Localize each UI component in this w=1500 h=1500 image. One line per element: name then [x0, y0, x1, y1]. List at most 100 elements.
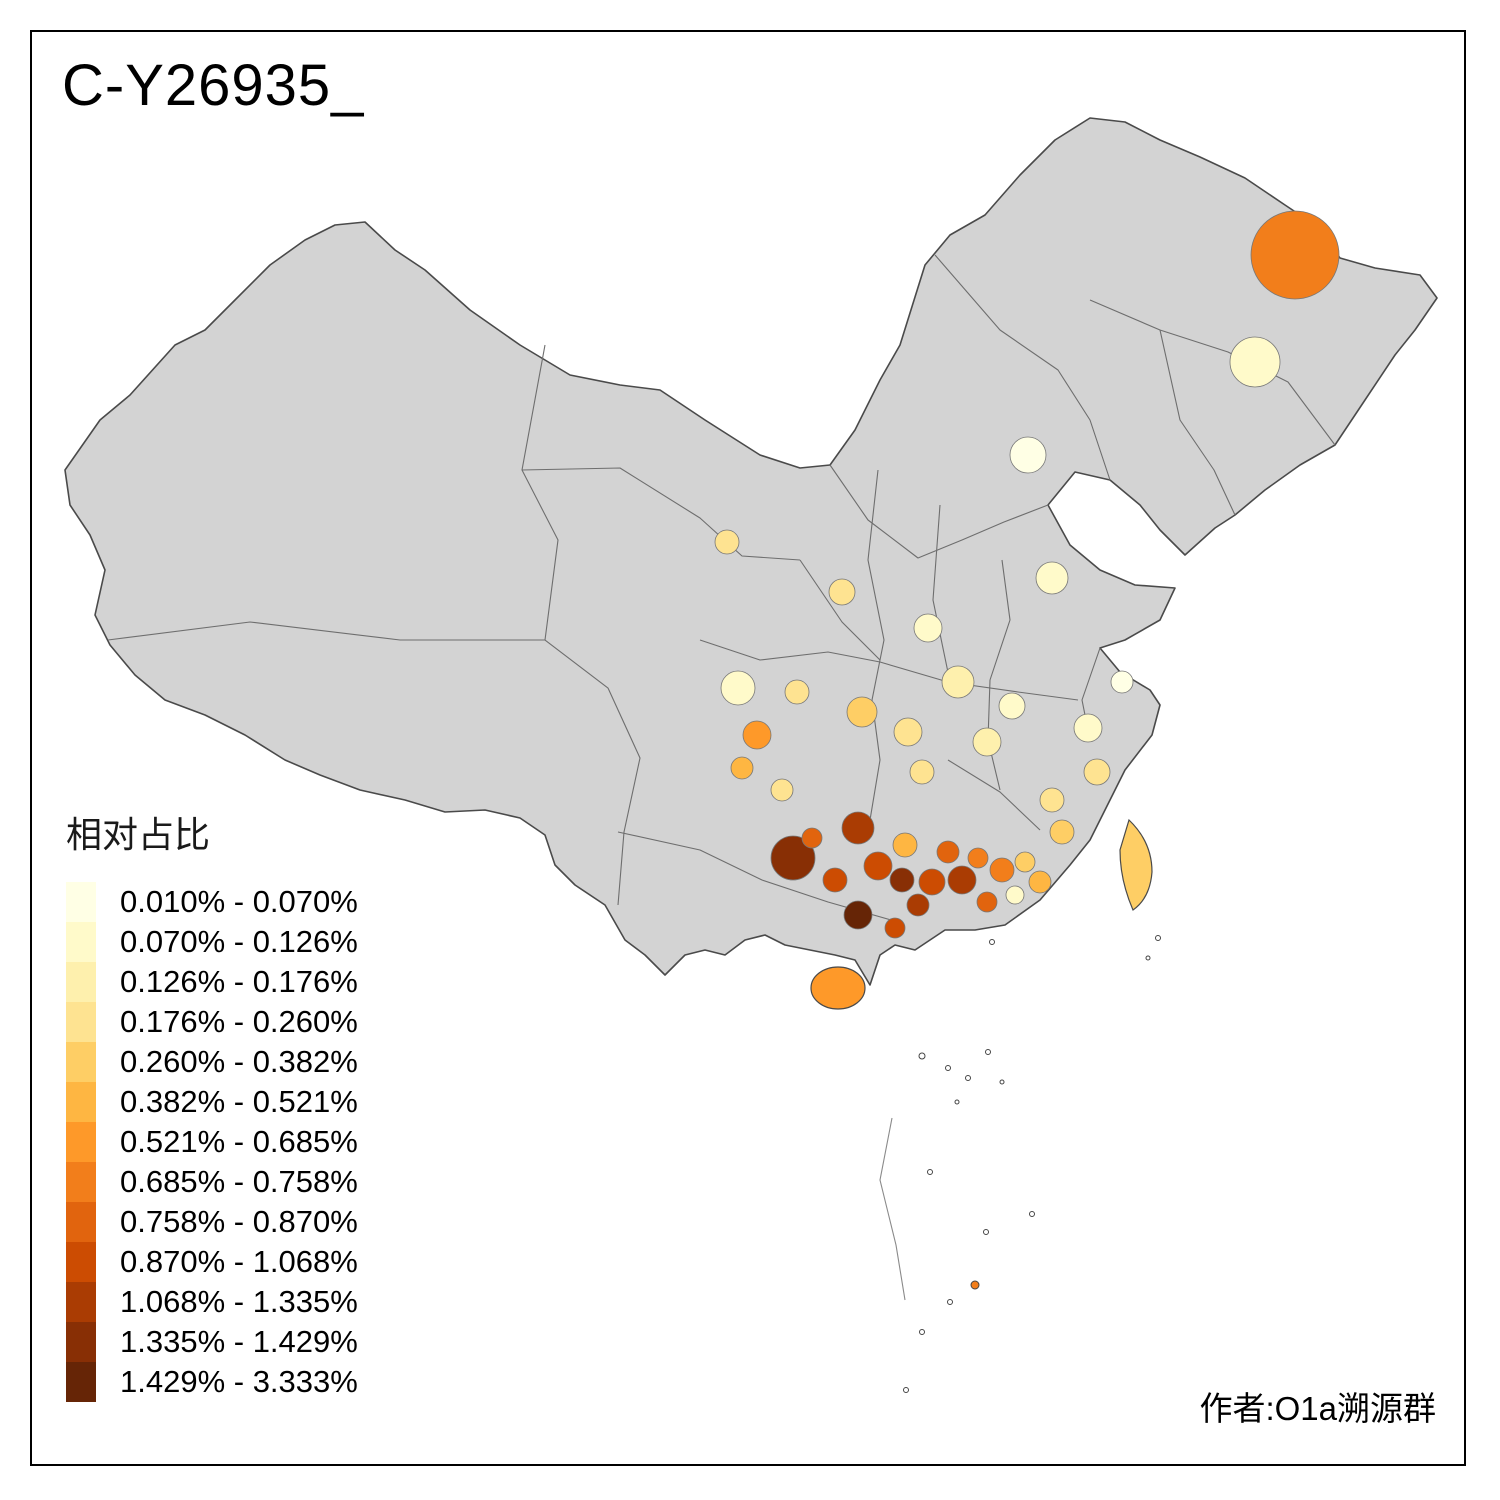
map-region-hebei-pale — [1035, 561, 1069, 595]
map-region-guizhou-south — [801, 827, 823, 849]
map-region-guangxi-east-red — [918, 868, 946, 896]
legend-item: 1.429% - 3.333% — [66, 1362, 358, 1402]
attribution: 作者:O1a溯源群 — [1199, 1390, 1436, 1427]
map-region-gansu-small — [714, 529, 740, 555]
map-region-jiangxi-pale — [972, 727, 1002, 757]
legend-swatch — [66, 1282, 96, 1322]
map-region-hunan-north — [909, 759, 935, 785]
map-region-guangdong-red — [947, 865, 977, 895]
legend-swatch — [66, 922, 96, 962]
map-region-shaanxi-small — [828, 578, 856, 606]
map-region-guangxi-darkest — [843, 900, 873, 930]
legend-swatch — [66, 1242, 96, 1282]
small-island — [947, 1299, 953, 1305]
small-island — [1029, 1211, 1035, 1217]
map-region-heilongjiang-ne — [1250, 210, 1340, 300]
legend-swatch — [66, 1202, 96, 1242]
small-island — [919, 1329, 925, 1335]
map-region-sichuan-orange — [742, 720, 772, 750]
map-region-zhanjiang-red — [884, 917, 906, 939]
small-islands — [903, 935, 1161, 1393]
small-island — [1155, 935, 1161, 941]
legend-swatch — [66, 1082, 96, 1122]
map-region-beijing-pale — [1009, 436, 1047, 474]
map-region-layer — [714, 210, 1340, 939]
map-region-chengdu-pale — [720, 670, 756, 706]
legend-range-label: 0.685% - 0.758% — [120, 1164, 358, 1199]
map-region-guangdong-s-red — [976, 891, 998, 913]
legend-range-label: 1.429% - 3.333% — [120, 1364, 358, 1399]
map-region-fujian-orange — [1049, 819, 1075, 845]
legend-item: 0.870% - 1.068% — [66, 1242, 358, 1282]
small-island — [903, 1387, 909, 1393]
map-region-sichuan-orange2 — [730, 756, 754, 780]
legend-item: 0.685% - 0.758% — [66, 1162, 358, 1202]
legend-range-label: 0.758% - 0.870% — [120, 1204, 358, 1239]
map-region-guangxi-west-dark — [770, 835, 816, 881]
small-island — [1145, 955, 1151, 961]
legend-item: 0.010% - 0.070% — [66, 882, 358, 922]
legend-range-label: 0.176% - 0.260% — [120, 1004, 358, 1039]
map-region-shanghai-pale — [1110, 670, 1134, 694]
legend-item: 0.070% - 0.126% — [66, 922, 358, 962]
map-region-jilin-pale — [1229, 336, 1281, 388]
map-region-hunan-south-orange — [892, 832, 918, 858]
map-region-anhui-pale — [998, 692, 1026, 720]
map-region-hunan-se-red — [936, 840, 960, 864]
legend-title: 相对占比 — [66, 814, 211, 855]
legend-swatch — [66, 1002, 96, 1042]
small-island — [927, 1169, 933, 1175]
map-region-zhejiang-yellow — [1083, 758, 1111, 786]
map-region-guangxi-mid-dark — [822, 867, 848, 893]
small-island — [945, 1065, 951, 1071]
map-region-guizhou-yellow — [770, 778, 794, 802]
legend-item: 1.068% - 1.335% — [66, 1282, 358, 1322]
map-region-fujian-yellow — [1039, 787, 1065, 813]
small-island — [985, 1049, 991, 1055]
legend-swatch — [66, 1042, 96, 1082]
legend-item: 0.382% - 0.521% — [66, 1082, 358, 1122]
legend-range-label: 1.335% - 1.429% — [120, 1324, 358, 1359]
legend-range-label: 0.070% - 0.126% — [120, 924, 358, 959]
legend-item: 0.176% - 0.260% — [66, 1002, 358, 1042]
legend-item: 1.335% - 1.429% — [66, 1322, 358, 1362]
small-island — [970, 1280, 980, 1290]
taiwan-island — [1119, 818, 1153, 911]
legend-item: 0.758% - 0.870% — [66, 1202, 358, 1242]
map-region-shanxi-pale — [913, 613, 943, 643]
small-island — [989, 939, 995, 945]
map-region-guangdong-e2 — [1028, 870, 1052, 894]
legend: 相对占比 0.010% - 0.070% 0.070% - 0.126% 0.126… — [66, 806, 358, 1402]
legend-range-label: 0.010% - 0.070% — [120, 884, 358, 919]
map-region-sichuan-yellow — [784, 679, 810, 705]
map-region-guangdong-e-yellow — [1014, 851, 1036, 873]
small-island — [983, 1229, 989, 1235]
legend-swatch — [66, 1322, 96, 1362]
small-island — [965, 1075, 971, 1081]
legend-range-label: 0.870% - 1.068% — [120, 1244, 358, 1279]
small-island — [918, 1052, 926, 1060]
map-region-hubei-yellow — [846, 696, 878, 728]
legend-item: 0.126% - 0.176% — [66, 962, 358, 1002]
small-island — [999, 1079, 1005, 1085]
small-island — [954, 1099, 960, 1105]
legend-range-label: 1.068% - 1.335% — [120, 1284, 358, 1319]
map-region-jiangsu-pale — [1073, 713, 1103, 743]
legend-swatch — [66, 882, 96, 922]
legend-range-label: 0.126% - 0.176% — [120, 964, 358, 999]
legend-item: 0.521% - 0.685% — [66, 1122, 358, 1162]
legend-swatch — [66, 1122, 96, 1162]
page-title: C-Y26935_ — [62, 53, 365, 118]
legend-swatch — [66, 1162, 96, 1202]
map-region-hunan-dark — [841, 811, 875, 845]
legend-swatch — [66, 1362, 96, 1402]
legend-items: 0.010% - 0.070% 0.070% - 0.126% 0.126% - 0… — [66, 882, 358, 1402]
map-region-hubei-yellow2 — [893, 717, 923, 747]
map-region-guangdong-ne-orange — [989, 857, 1015, 883]
hainan-island — [810, 966, 866, 1010]
legend-range-label: 0.382% - 0.521% — [120, 1084, 358, 1119]
map-region-guangxi-ne-dark — [889, 867, 915, 893]
legend-range-label: 0.521% - 0.685% — [120, 1124, 358, 1159]
legend-swatch — [66, 962, 96, 1002]
